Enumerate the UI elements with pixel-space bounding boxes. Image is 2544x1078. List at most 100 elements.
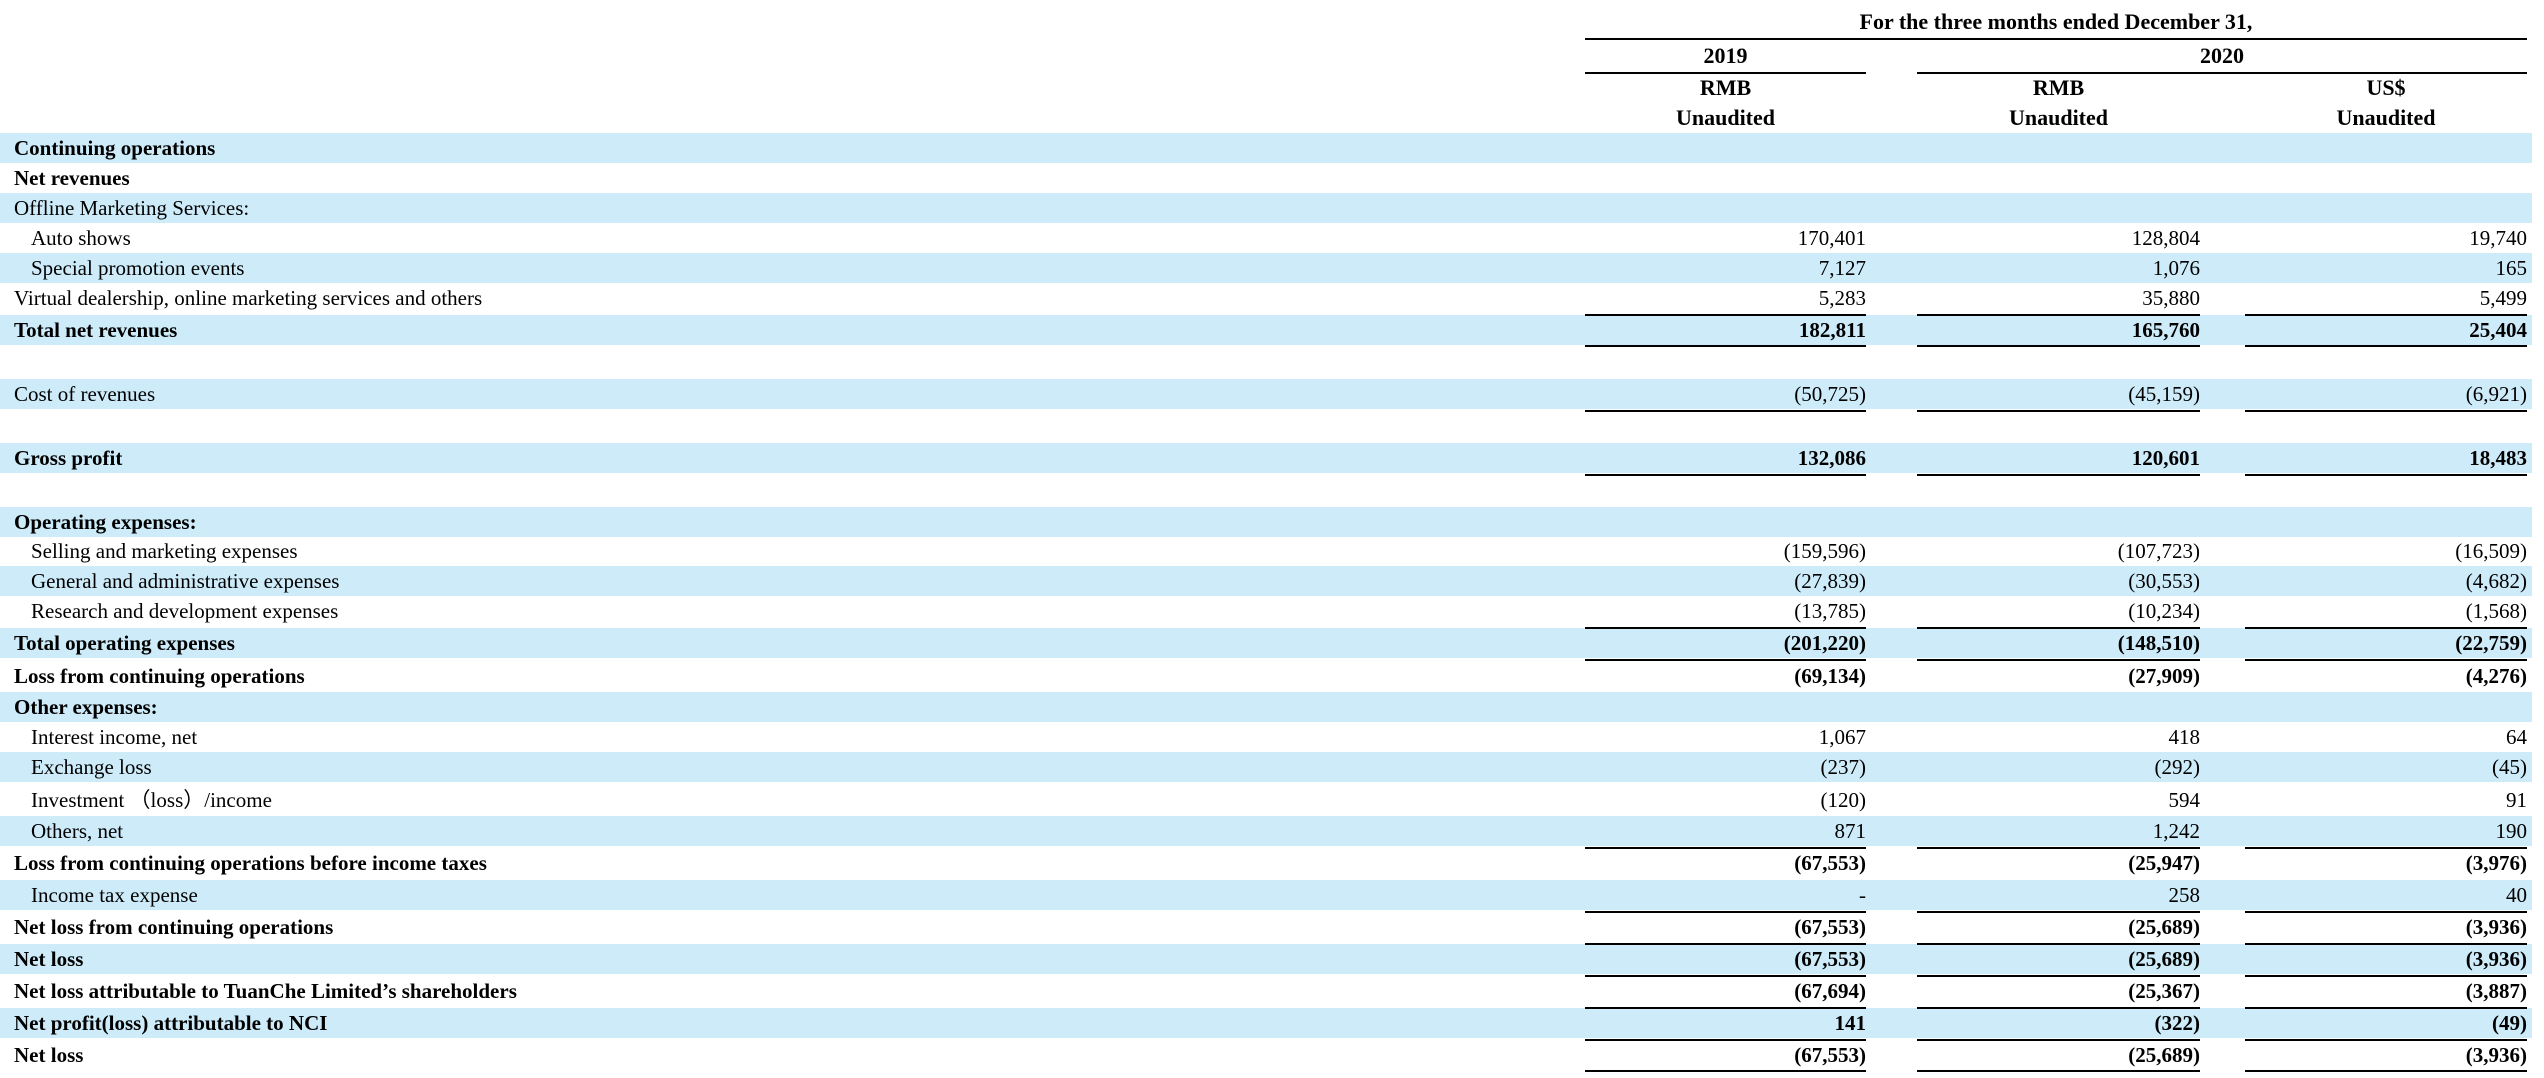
year-2020-rule: [1917, 72, 2527, 74]
value-cell: 190: [2495, 819, 2528, 843]
row-label: Loss from continuing operations before i…: [14, 851, 487, 875]
value-cell: (22,759): [2455, 631, 2527, 655]
table-row: Investment （loss）/income (120) 594 91: [0, 785, 2532, 815]
value-cell: 25,404: [2469, 318, 2527, 342]
row-label: Research and development expenses: [31, 599, 339, 623]
table-row: General and administrative expenses (27,8…: [0, 566, 2532, 596]
rule-line: [2245, 1039, 2527, 1041]
table-row: Other expenses:: [0, 692, 2532, 722]
rule-line: [2245, 847, 2527, 849]
rule-line: [1917, 314, 2200, 316]
table-row: Net loss attributable to TuanChe Limited…: [0, 976, 2532, 1006]
rule-line: [1917, 1070, 2200, 1072]
rule-line: [1917, 911, 2200, 913]
value-cell: (25,689): [2128, 947, 2200, 971]
rule-line: [1585, 474, 1866, 476]
table-row: Research and development expenses (13,785…: [0, 596, 2532, 626]
value-cell: 91: [2506, 788, 2527, 812]
value-cell: (50,725): [1794, 382, 1866, 406]
value-cell: 165,760: [2131, 318, 2200, 342]
value-cell: (25,367): [2128, 979, 2200, 1003]
rule-line: [2245, 975, 2527, 977]
value-cell: (13,785): [1794, 599, 1866, 623]
value-cell: 19,740: [2469, 226, 2527, 250]
row-label: Virtual dealership, online marketing ser…: [14, 286, 483, 310]
value-cell: 40: [2506, 883, 2527, 907]
value-cell: -: [1859, 883, 1866, 907]
value-cell: 182,811: [1798, 318, 1866, 342]
year-2019-rule: [1585, 72, 1866, 74]
value-cell: 5,499: [2479, 286, 2527, 310]
table-row: Total net revenues 182,811 165,760 25,404: [0, 315, 2532, 345]
row-label: Other expenses:: [14, 695, 158, 719]
value-cell: (25,689): [2128, 915, 2200, 939]
value-cell: (4,276): [2465, 664, 2527, 688]
value-cell: 128,804: [2131, 226, 2200, 250]
value-cell: (49): [2492, 1011, 2527, 1035]
value-cell: 64: [2506, 725, 2527, 749]
rule-line: [1917, 847, 2200, 849]
rule-line: [2245, 911, 2527, 913]
value-cell: (45): [2492, 755, 2527, 779]
table-row: Auto shows 170,401 128,804 19,740: [0, 223, 2532, 253]
value-cell: (292): [2154, 755, 2201, 779]
value-cell: (67,553): [1794, 851, 1866, 875]
table-row: Loss from continuing operations (69,134) (…: [0, 661, 2532, 691]
rule-line: [1585, 975, 1866, 977]
value-cell: 35,880: [2142, 286, 2200, 310]
year-2020-heading: 2020: [2200, 43, 2244, 68]
value-cell: (3,936): [2465, 947, 2527, 971]
rule-line: [1585, 410, 1866, 412]
value-cell: (237): [1820, 755, 1867, 779]
value-cell: (67,553): [1794, 915, 1866, 939]
value-cell: (4,682): [2465, 569, 2527, 593]
value-cell: 1,076: [2152, 256, 2200, 280]
row-label: Others, net: [31, 819, 124, 843]
table-row: Net revenues: [0, 163, 2532, 193]
table-row: Others, net 871 1,242 190: [0, 816, 2532, 846]
value-cell: (45,159): [2128, 382, 2200, 406]
col1-status: Unaudited: [1675, 105, 1776, 130]
row-label: Income tax expense: [31, 883, 198, 907]
rule-line: [1585, 1070, 1866, 1072]
rule-line: [1917, 1039, 2200, 1041]
col3-status: Unaudited: [2336, 105, 2436, 130]
row-label: Special promotion events: [31, 256, 245, 280]
value-cell: (322): [2154, 1011, 2201, 1035]
row-label: Gross profit: [14, 446, 123, 470]
rule-line: [1585, 1039, 1866, 1041]
value-cell: 594: [2168, 788, 2201, 812]
value-cell: (3,976): [2465, 851, 2527, 875]
table-row: Continuing operations: [0, 133, 2532, 163]
rule-line: [1585, 627, 1866, 629]
period-heading: For the three months ended December 31,: [1859, 9, 2253, 34]
row-label: Investment （loss）/income: [31, 788, 272, 812]
row-label: Net loss attributable to TuanChe Limited…: [14, 979, 517, 1003]
value-cell: (159,596): [1783, 539, 1866, 563]
row-label: Total operating expenses: [14, 631, 235, 655]
value-cell: (27,839): [1794, 569, 1866, 593]
value-cell: 258: [2168, 883, 2201, 907]
row-label: Net revenues: [14, 166, 130, 190]
row-label: Auto shows: [31, 226, 131, 250]
value-cell: (25,689): [2128, 1043, 2200, 1067]
value-cell: 418: [2168, 725, 2201, 749]
row-label: Total net revenues: [14, 318, 178, 342]
rule-line: [1585, 911, 1866, 913]
rule-line: [1917, 659, 2200, 661]
value-cell: (10,234): [2128, 599, 2200, 623]
row-label: General and administrative expenses: [31, 569, 340, 593]
rule-line: [2245, 1007, 2527, 1009]
rule-line: [1917, 474, 2200, 476]
value-cell: (201,220): [1783, 631, 1866, 655]
table-row: [0, 412, 2532, 442]
rule-line: [2245, 345, 2527, 347]
table-row: Loss from continuing operations before i…: [0, 848, 2532, 878]
value-cell: 7,127: [1818, 256, 1866, 280]
value-cell: (25,947): [2128, 851, 2200, 875]
rule-line: [2245, 1070, 2527, 1072]
value-cell: (1,568): [2465, 599, 2527, 623]
value-cell: (107,723): [2117, 539, 2200, 563]
value-cell: 1,242: [2152, 819, 2200, 843]
table-row: Net loss (67,553) (25,689) (3,936): [0, 944, 2532, 974]
